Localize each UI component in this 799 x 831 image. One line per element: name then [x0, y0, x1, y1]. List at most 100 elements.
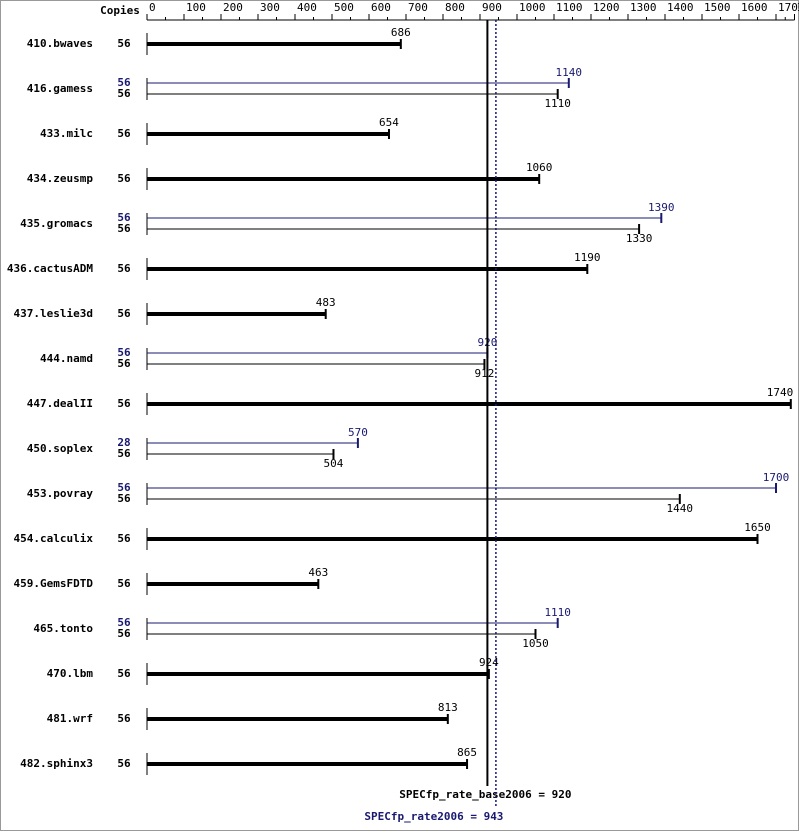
- x-tick-label: 900: [482, 1, 502, 14]
- copies-label: 56: [117, 712, 131, 725]
- bar: [147, 312, 326, 316]
- x-tick-label: 0: [149, 1, 156, 14]
- value-label: 1330: [626, 232, 653, 245]
- category-label: 434.zeusmp: [27, 172, 94, 185]
- bar: [147, 352, 488, 354]
- bar: [147, 442, 358, 444]
- value-label: 865: [457, 746, 477, 759]
- copies-label: 56: [117, 172, 131, 185]
- copies-header: Copies: [100, 4, 140, 17]
- x-tick-label: 500: [334, 1, 354, 14]
- x-tick-label: 600: [371, 1, 391, 14]
- x-tick-label: 1200: [593, 1, 620, 14]
- value-label: 570: [348, 426, 368, 439]
- bar: [147, 42, 401, 46]
- copies-label: 56: [117, 481, 131, 494]
- value-label: 1440: [667, 502, 694, 515]
- value-label: 654: [379, 116, 399, 129]
- copies-label: 56: [117, 262, 131, 275]
- bar: [147, 672, 489, 676]
- copies-label: 56: [117, 357, 131, 370]
- category-label: 481.wrf: [47, 712, 93, 725]
- x-tick-label: 1300: [630, 1, 657, 14]
- value-label: 1060: [526, 161, 553, 174]
- value-label: 1140: [556, 66, 583, 79]
- category-label: 453.povray: [27, 487, 94, 500]
- copies-label: 56: [117, 222, 131, 235]
- copies-label: 56: [117, 492, 131, 505]
- x-tick-label: 1700: [778, 1, 799, 14]
- value-label: 1650: [744, 521, 771, 534]
- value-label: 924: [479, 656, 499, 669]
- bar: [147, 132, 389, 136]
- copies-label: 56: [117, 667, 131, 680]
- copies-label: 56: [117, 757, 131, 770]
- bar: [147, 633, 536, 635]
- x-tick-label: 300: [260, 1, 280, 14]
- category-label: 416.gamess: [27, 82, 93, 95]
- x-tick-label: 1750: [797, 1, 799, 14]
- copies-label: 56: [117, 397, 131, 410]
- bar: [147, 487, 776, 489]
- category-label: 433.milc: [40, 127, 93, 140]
- bar: [147, 622, 558, 624]
- bar: [147, 82, 569, 84]
- value-label: 1190: [574, 251, 601, 264]
- value-label: 686: [391, 26, 411, 39]
- bar: [147, 93, 558, 95]
- bar: [147, 717, 448, 721]
- bar: [147, 177, 540, 181]
- bar: [147, 217, 662, 219]
- value-label: 483: [316, 296, 336, 309]
- category-label: 447.dealII: [27, 397, 93, 410]
- copies-label: 56: [117, 76, 131, 89]
- copies-label: 56: [117, 616, 131, 629]
- value-label: 912: [475, 367, 495, 380]
- category-label: 450.soplex: [27, 442, 94, 455]
- value-label: 1740: [767, 386, 794, 399]
- value-label: 1390: [648, 201, 675, 214]
- bar: [147, 267, 588, 271]
- copies-label: 56: [117, 37, 131, 50]
- category-label: 410.bwaves: [27, 37, 93, 50]
- reference-label: SPECfp_rate2006 = 943: [364, 810, 503, 823]
- copies-label: 28: [117, 436, 130, 449]
- bar: [147, 228, 640, 230]
- value-label: 1110: [544, 97, 571, 110]
- x-tick-label: 800: [445, 1, 465, 14]
- bar: [147, 762, 468, 766]
- x-tick-label: 200: [223, 1, 243, 14]
- copies-label: 56: [117, 346, 131, 359]
- bar: [147, 498, 680, 500]
- x-tick-label: 1100: [556, 1, 583, 14]
- x-tick-label: 1000: [519, 1, 546, 14]
- copies-label: 56: [117, 627, 131, 640]
- bar: [147, 537, 758, 541]
- category-label: 465.tonto: [33, 622, 93, 635]
- bar: [147, 363, 485, 365]
- copies-label: 56: [117, 127, 131, 140]
- value-label: 1110: [544, 606, 571, 619]
- category-label: 444.namd: [40, 352, 93, 365]
- copies-label: 56: [117, 577, 131, 590]
- value-label: 1050: [522, 637, 549, 650]
- x-tick-label: 1600: [741, 1, 768, 14]
- x-tick-label: 1400: [667, 1, 694, 14]
- value-label: 813: [438, 701, 458, 714]
- x-tick-label: 1500: [704, 1, 731, 14]
- x-tick-label: 100: [186, 1, 206, 14]
- category-label: 435.gromacs: [20, 217, 93, 230]
- bar: [147, 402, 791, 406]
- copies-label: 56: [117, 532, 131, 545]
- copies-label: 56: [117, 447, 131, 460]
- bar: [147, 582, 319, 586]
- category-label: 454.calculix: [14, 532, 94, 545]
- value-label: 1700: [763, 471, 790, 484]
- category-label: 436.cactusADM: [7, 262, 93, 275]
- category-label: 470.lbm: [47, 667, 94, 680]
- copies-label: 56: [117, 307, 131, 320]
- bar: [147, 453, 334, 455]
- category-label: 459.GemsFDTD: [14, 577, 94, 590]
- copies-label: 56: [117, 87, 131, 100]
